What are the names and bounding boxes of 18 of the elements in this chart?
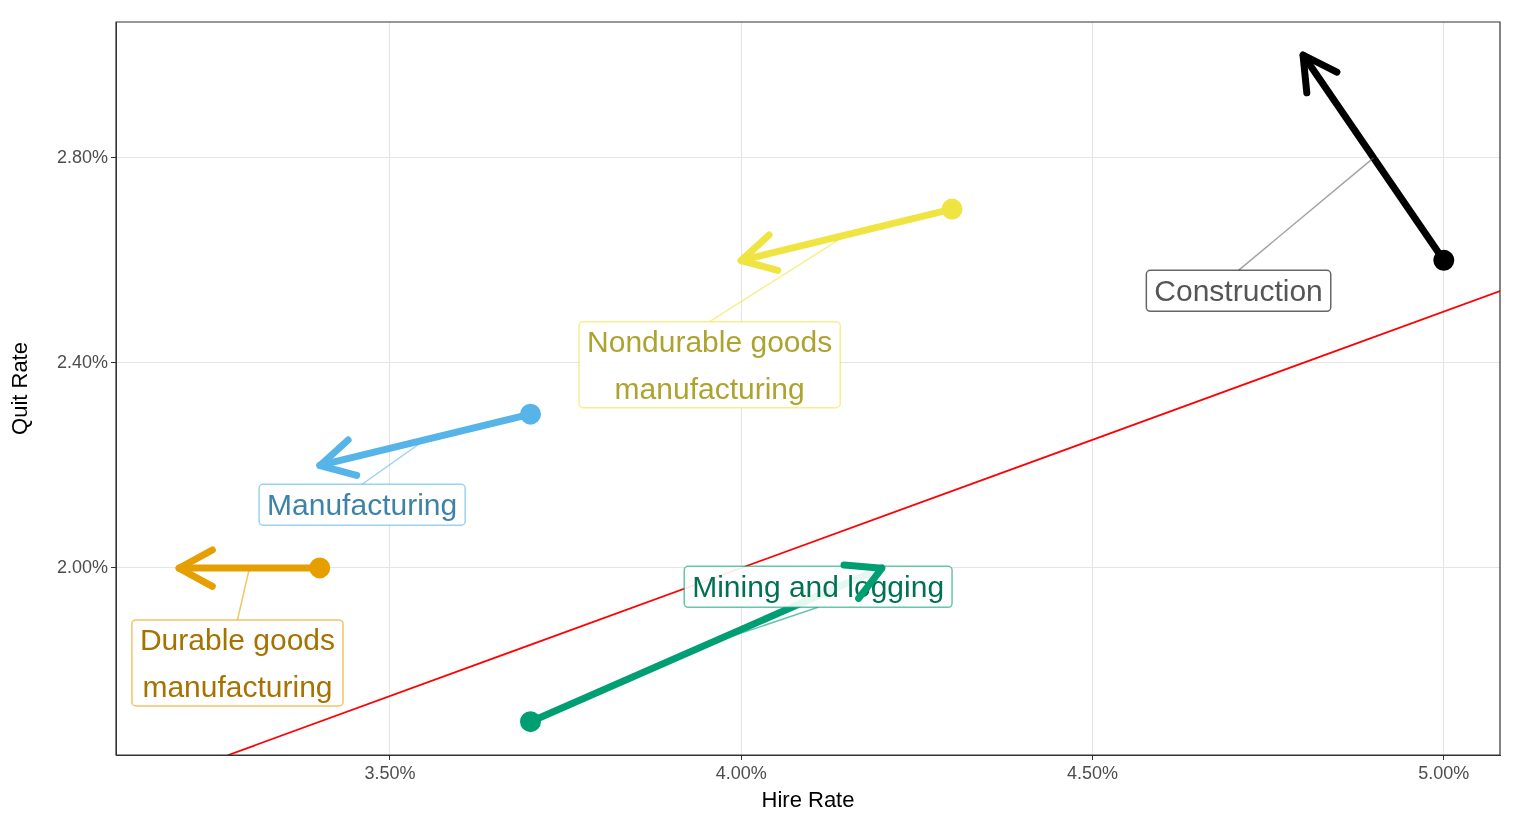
x-tick-label: 5.00% bbox=[1418, 762, 1470, 783]
x-axis-title: Hire Rate bbox=[761, 786, 855, 812]
point bbox=[941, 198, 963, 220]
annotation: Construction bbox=[1154, 273, 1323, 307]
y-tick-label: 2.00% bbox=[56, 556, 108, 577]
annotation: Nondurable goods manufacturing bbox=[587, 324, 833, 405]
x-tick-label: 3.50% bbox=[364, 762, 416, 783]
y-tick-label: 2.40% bbox=[56, 351, 108, 372]
y-axis-title: Quit Rate bbox=[7, 342, 33, 435]
annotation: Manufacturing bbox=[267, 487, 458, 521]
x-tick-label: 4.00% bbox=[715, 762, 767, 783]
y-tick-label: 2.80% bbox=[56, 146, 108, 167]
point bbox=[309, 557, 331, 579]
point bbox=[520, 711, 541, 733]
point bbox=[520, 403, 541, 425]
x-tick-label: 4.50% bbox=[1067, 762, 1119, 783]
point bbox=[1433, 249, 1455, 271]
annotation: Durable goods manufacturing bbox=[139, 623, 336, 704]
